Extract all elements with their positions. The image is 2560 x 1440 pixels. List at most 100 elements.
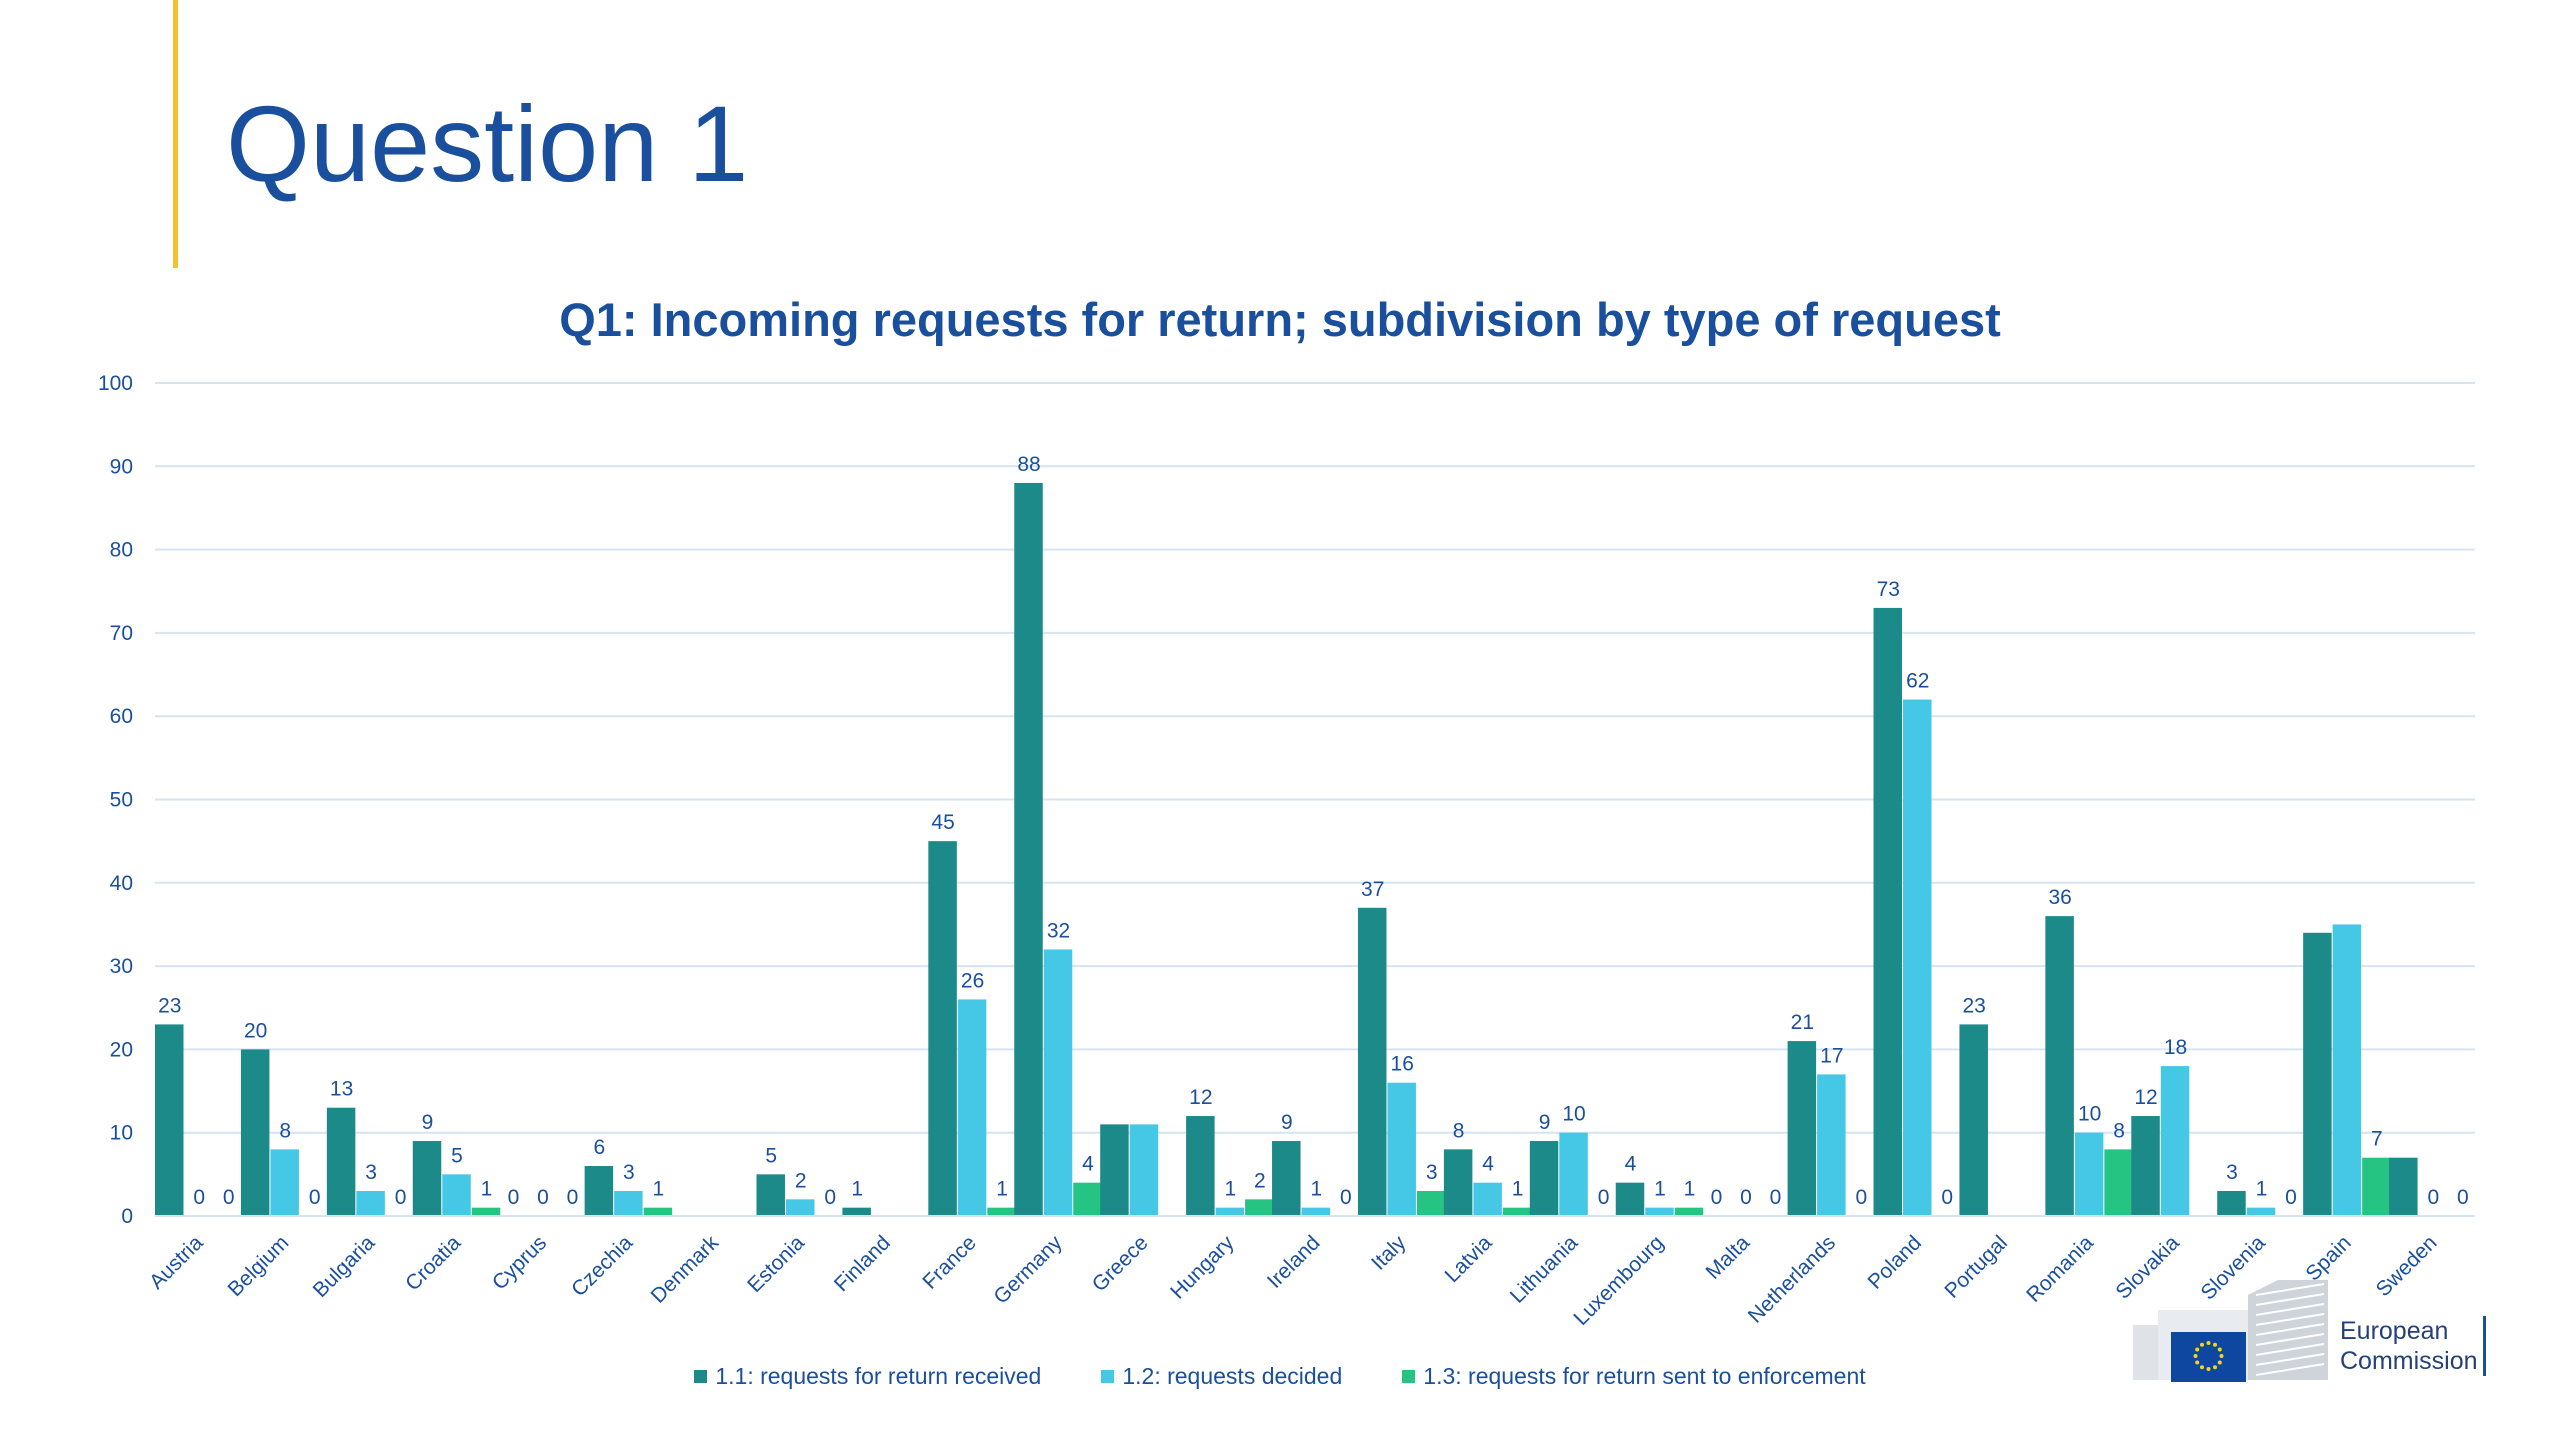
x-tick-label: Finland [830,1231,895,1296]
bar [1043,949,1073,1216]
bar [987,1207,1016,1216]
bar [2104,1149,2133,1216]
legend-swatch-received [694,1370,708,1383]
chart-legend: 1.1: requests for return received 1.2: r… [0,1363,2560,1390]
bar [1903,699,1932,1216]
bar [1873,607,1903,1216]
data-label: 0 [2457,1186,2469,1209]
y-tick-label: 80 [110,539,133,562]
x-tick-label: Belgium [224,1231,294,1301]
x-tick-label: Hungary [1166,1231,1239,1304]
legend-item-enforcement: 1.3: requests for return sent to enforce… [1402,1363,1866,1390]
bar [2303,932,2332,1216]
bar [584,1166,614,1216]
bar [1357,907,1387,1216]
bar [442,1174,471,1216]
data-label: 0 [1711,1186,1723,1209]
data-label: 10 [1562,1103,1585,1126]
bar [1272,1141,1301,1216]
data-label: 0 [1598,1186,1610,1209]
x-tick-label: Ireland [1263,1231,1325,1293]
data-label: 5 [451,1144,463,1167]
data-label: 21 [1791,1011,1814,1034]
accent-bar [173,0,178,268]
data-label: 9 [1281,1111,1293,1134]
data-label: 0 [1340,1186,1352,1209]
data-label: 0 [223,1186,235,1209]
european-commission-logo [2133,1280,2328,1382]
x-tick-label: Czechia [567,1231,637,1301]
bar [643,1207,673,1216]
data-label: 13 [330,1078,353,1101]
data-label: 0 [824,1186,836,1209]
x-tick-label: Netherlands [1744,1231,1840,1327]
data-label: 0 [395,1186,407,1209]
data-label: 1 [2256,1178,2268,1201]
data-label: 32 [1047,919,1070,942]
bar [2131,1116,2160,1216]
x-tick-label: Italy [1367,1231,1411,1275]
bar [1674,1207,1704,1216]
data-label: 0 [537,1186,549,1209]
bar [756,1174,785,1216]
y-tick-label: 100 [98,372,133,395]
data-label: 0 [567,1186,579,1209]
bar [785,1199,815,1216]
data-label: 8 [1453,1119,1465,1142]
x-tick-label: Poland [1864,1231,1927,1294]
data-label: 6 [594,1136,606,1159]
legend-label-decided: 1.2: requests decided [1122,1363,1343,1389]
data-label: 1 [851,1178,863,1201]
bar [326,1107,356,1216]
data-label: 1 [996,1178,1008,1201]
data-label: 0 [2285,1186,2297,1209]
bar [1443,1149,1473,1216]
data-label: 26 [961,969,984,992]
data-label: 9 [1539,1111,1551,1134]
bar [2045,916,2074,1216]
y-tick-label: 60 [110,705,133,728]
x-tick-label: Denmark [647,1231,724,1308]
data-label: 0 [1855,1186,1867,1209]
bar [1186,1116,1215,1216]
bar [1787,1041,1817,1216]
data-label: 45 [931,811,954,834]
bar [1073,1182,1102,1216]
x-tick-label: Latvia [1440,1231,1496,1287]
data-label: 3 [623,1161,635,1184]
data-label: 9 [422,1111,434,1134]
data-label: 4 [1082,1153,1094,1176]
logo-text-line1: European [2340,1317,2449,1345]
data-label: 3 [1426,1161,1438,1184]
data-label: 1 [481,1178,493,1201]
data-label: 23 [1963,994,1986,1017]
bar [1817,1074,1846,1216]
x-tick-label: Greece [1088,1231,1153,1296]
data-label: 0 [1941,1186,1953,1209]
x-tick-label: Cyprus [488,1231,551,1294]
bar [1387,1082,1416,1216]
data-label: 23 [158,994,181,1017]
data-label: 20 [244,1019,267,1042]
x-tick-label: Estonia [743,1231,809,1297]
bar [1959,1024,1988,1216]
data-label: 1 [1310,1178,1322,1201]
x-tick-label: Germany [989,1231,1067,1309]
bar [2160,1066,2190,1216]
bar [2362,1157,2391,1216]
data-label: 12 [1189,1086,1212,1109]
bar [614,1191,643,1216]
data-label: 0 [1740,1186,1752,1209]
data-label: 1 [1654,1178,1666,1201]
data-label: 12 [2134,1086,2157,1109]
y-tick-label: 20 [110,1038,133,1061]
bar [270,1149,299,1216]
bar [1245,1199,1274,1216]
x-tick-label: Austria [145,1231,208,1294]
x-tick-label: Bulgaria [309,1231,380,1302]
data-label: 5 [765,1144,777,1167]
data-label: 88 [1017,453,1040,476]
data-label: 0 [1770,1186,1782,1209]
bar [1645,1207,1674,1216]
